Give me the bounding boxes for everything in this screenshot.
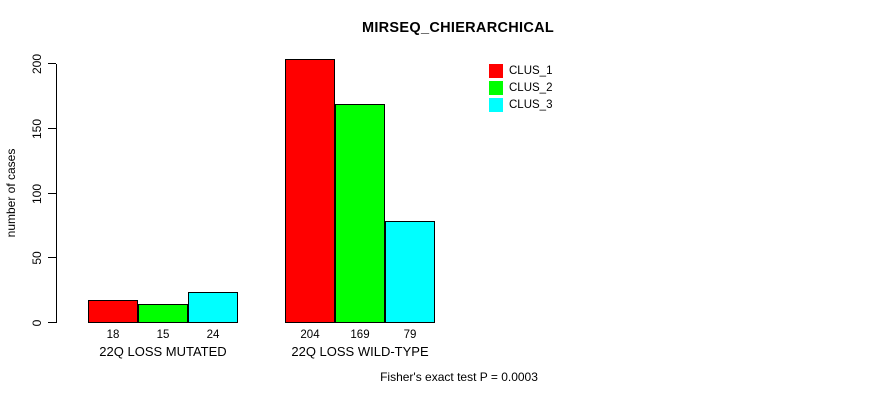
y-tick-label: 150: [30, 118, 44, 139]
bar-clus_3-group1: [188, 292, 238, 323]
annotation-fishers-test: Fisher's exact test P = 0.0003: [380, 370, 538, 384]
y-tick-mark: [48, 63, 56, 64]
bar-clus_1-group2: [285, 59, 335, 323]
bar-value-label: 18: [106, 329, 120, 341]
legend-label: CLUS_1: [509, 64, 553, 77]
bar-clus_3-group2: [385, 221, 435, 323]
y-tick-mark: [48, 257, 56, 258]
bar-value-label: 79: [403, 329, 417, 341]
y-tick-label: 200: [30, 53, 44, 74]
category-label: 22Q LOSS WILD-TYPE: [291, 344, 429, 359]
y-axis-line: [56, 64, 57, 323]
bar-value-label: 204: [300, 329, 320, 341]
y-tick-label: 0: [30, 319, 44, 326]
y-tick-label: 50: [30, 250, 44, 265]
legend-row: CLUS_3: [489, 96, 552, 113]
bar-clus_2-group1: [138, 304, 188, 323]
bar-clus_1-group1: [88, 300, 138, 323]
legend-swatch-clus_2: [489, 80, 503, 95]
y-tick-mark: [48, 128, 56, 129]
y-axis-title: number of cases: [4, 148, 18, 238]
y-tick-mark: [48, 193, 56, 194]
legend-swatch-clus_3: [489, 97, 503, 112]
bar-clus_2-group2: [335, 104, 385, 323]
chart-title: MIRSEQ_CHIERARCHICAL: [361, 20, 555, 36]
bar-value-label: 24: [206, 329, 220, 341]
y-tick-label: 100: [30, 183, 44, 204]
y-tick-mark: [48, 322, 56, 323]
legend-row: CLUS_2: [489, 79, 552, 96]
category-label: 22Q LOSS MUTATED: [99, 344, 227, 359]
bar-value-label: 15: [156, 329, 170, 341]
legend-label: CLUS_2: [509, 81, 553, 94]
bar-value-label: 169: [350, 329, 370, 341]
legend-row: CLUS_1: [489, 62, 552, 79]
legend-label: CLUS_3: [509, 98, 553, 111]
legend: CLUS_1 CLUS_2 CLUS_3: [489, 62, 552, 113]
legend-swatch-clus_1: [489, 63, 503, 78]
